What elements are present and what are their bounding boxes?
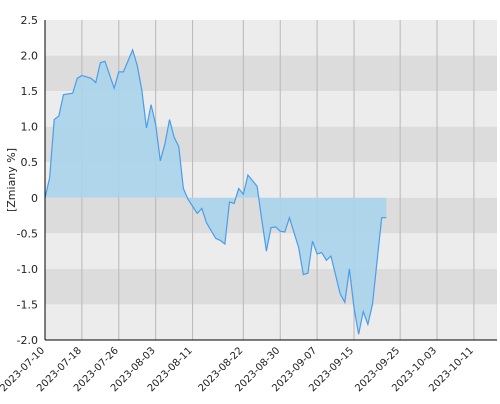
- y-tick-label: 1.0: [21, 121, 39, 134]
- plot-band: [45, 20, 497, 56]
- y-tick-label: 2.0: [21, 50, 39, 63]
- y-tick-label: 2.5: [21, 14, 39, 27]
- series-line: [44, 48, 387, 335]
- plot-band: [45, 233, 497, 269]
- y-tick-label: 0.5: [21, 156, 39, 169]
- plot-band: [45, 268, 497, 305]
- area-layer: [45, 49, 387, 335]
- series-area: [45, 49, 387, 335]
- y-axis-label: [Zmiany %]: [5, 148, 18, 212]
- y-tick-labels: 2.5 2.0 1.5 1.0 0.5 0 -0.5 -1.0 -1.5 -2.0: [17, 14, 38, 347]
- x-tick-labels: 2023-07-102023-07-182023-07-262023-08-03…: [0, 345, 476, 394]
- axes: [44, 20, 497, 341]
- y-tick-label: -2.0: [17, 334, 38, 347]
- line-layer: [44, 48, 387, 335]
- y-tick-label: -1.5: [17, 298, 38, 311]
- plot-band: [45, 304, 497, 340]
- y-tick-label: -0.5: [17, 227, 38, 240]
- y-tick-label: 1.5: [21, 85, 39, 98]
- y-tick-label: 0: [31, 192, 38, 205]
- y-tick-label: -1.0: [17, 263, 38, 276]
